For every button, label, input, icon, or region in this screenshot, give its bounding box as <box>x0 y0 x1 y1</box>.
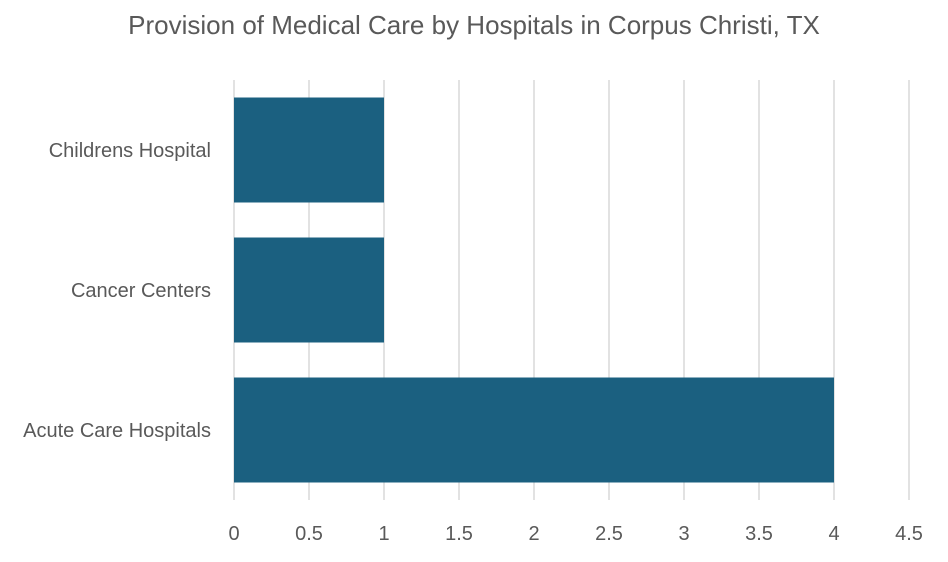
x-tick-label: 2.5 <box>595 523 623 545</box>
category-label: Cancer Centers <box>71 280 211 302</box>
category-labels: Childrens Hospital Cancer Centers Acute Ca… <box>23 140 211 442</box>
bar-acute-care-hospitals <box>234 377 834 483</box>
x-tick-label: 4.5 <box>895 523 923 545</box>
x-tick-label: 2 <box>528 523 539 545</box>
bars <box>234 97 834 483</box>
x-tick-label: 1 <box>378 523 389 545</box>
x-tick-label: 0.5 <box>295 523 323 545</box>
category-label: Childrens Hospital <box>49 140 211 162</box>
bar-cancer-centers <box>234 237 384 343</box>
category-label: Acute Care Hospitals <box>23 420 211 442</box>
x-tick-label: 4 <box>828 523 839 545</box>
x-tick-label: 3.5 <box>745 523 773 545</box>
chart-title: Provision of Medical Care by Hospitals i… <box>128 10 820 40</box>
x-tick-label: 0 <box>228 523 239 545</box>
x-tick-labels: 0 0.5 1 1.5 2 2.5 3 3.5 4 4.5 <box>228 523 922 545</box>
x-tick-label: 1.5 <box>445 523 473 545</box>
bar-childrens-hospital <box>234 97 384 203</box>
x-tick-label: 3 <box>678 523 689 545</box>
